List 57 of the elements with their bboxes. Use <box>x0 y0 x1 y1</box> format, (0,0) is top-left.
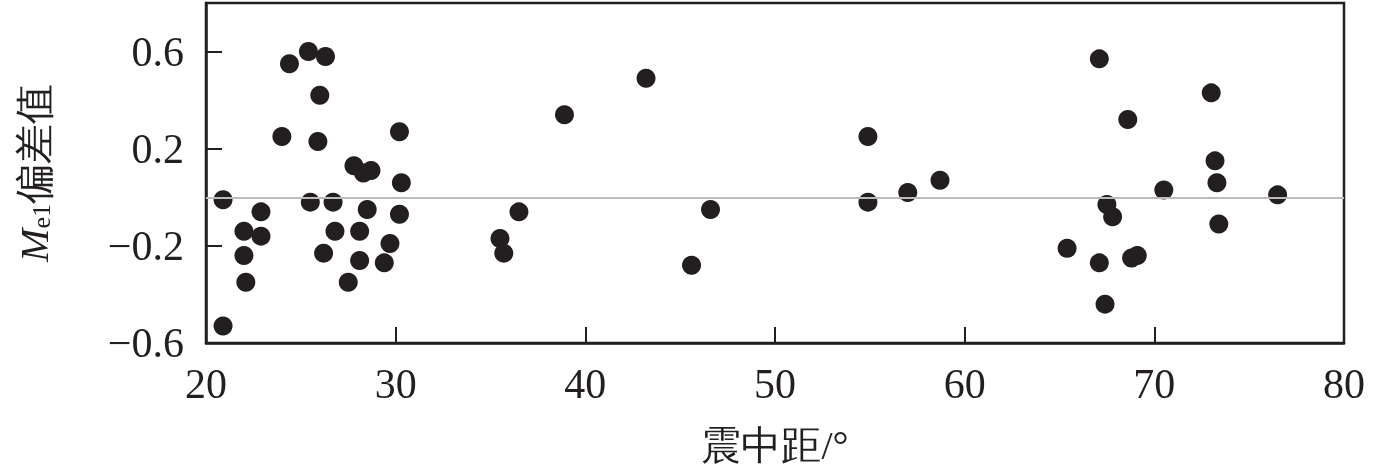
point <box>1209 214 1229 234</box>
point <box>1127 246 1147 266</box>
point <box>350 221 370 241</box>
x-tick-label: 50 <box>754 361 796 407</box>
point <box>251 226 271 246</box>
point <box>310 85 330 105</box>
point <box>314 243 334 263</box>
point <box>251 202 271 222</box>
point <box>1103 207 1123 227</box>
point <box>279 54 299 74</box>
point <box>234 221 254 241</box>
point <box>682 255 702 275</box>
point <box>1154 180 1174 200</box>
point <box>1089 49 1109 69</box>
point <box>213 316 233 336</box>
point <box>1205 151 1225 171</box>
point <box>494 243 514 263</box>
x-tick-label: 80 <box>1323 361 1365 407</box>
point <box>509 202 529 222</box>
x-axis-title: 震中距/° <box>701 422 849 468</box>
point <box>858 127 878 147</box>
point <box>1089 253 1109 273</box>
x-tick-label: 60 <box>943 361 986 407</box>
point <box>272 127 292 147</box>
x-tick-label: 70 <box>1133 361 1176 407</box>
point <box>316 46 335 66</box>
x-tick-label: 40 <box>564 361 607 407</box>
point <box>361 161 381 181</box>
point <box>1201 83 1221 103</box>
x-tick-label: 20 <box>185 361 227 407</box>
point <box>234 246 254 266</box>
y-axis-title: Me1偏差值 <box>11 84 57 263</box>
point <box>1207 173 1227 193</box>
point <box>338 272 358 292</box>
point <box>636 68 656 88</box>
point <box>389 122 409 142</box>
point <box>1118 110 1138 130</box>
x-tick-label: 30 <box>374 361 417 407</box>
point <box>389 204 409 224</box>
point <box>1057 238 1077 258</box>
point <box>391 173 411 193</box>
point <box>374 253 394 273</box>
point <box>554 105 574 125</box>
point <box>308 131 328 151</box>
point <box>350 250 370 270</box>
point <box>701 199 721 219</box>
point <box>236 272 256 292</box>
point <box>298 42 318 62</box>
y-tick-label: −0.2 <box>107 222 184 269</box>
y-tick-label: 0.6 <box>131 28 184 75</box>
point <box>357 199 377 219</box>
point <box>325 221 345 241</box>
y-tick-label: 0.2 <box>131 125 184 172</box>
point <box>930 170 950 190</box>
point <box>380 233 400 253</box>
y-tick-label: −0.6 <box>107 320 184 366</box>
point <box>1095 294 1115 314</box>
